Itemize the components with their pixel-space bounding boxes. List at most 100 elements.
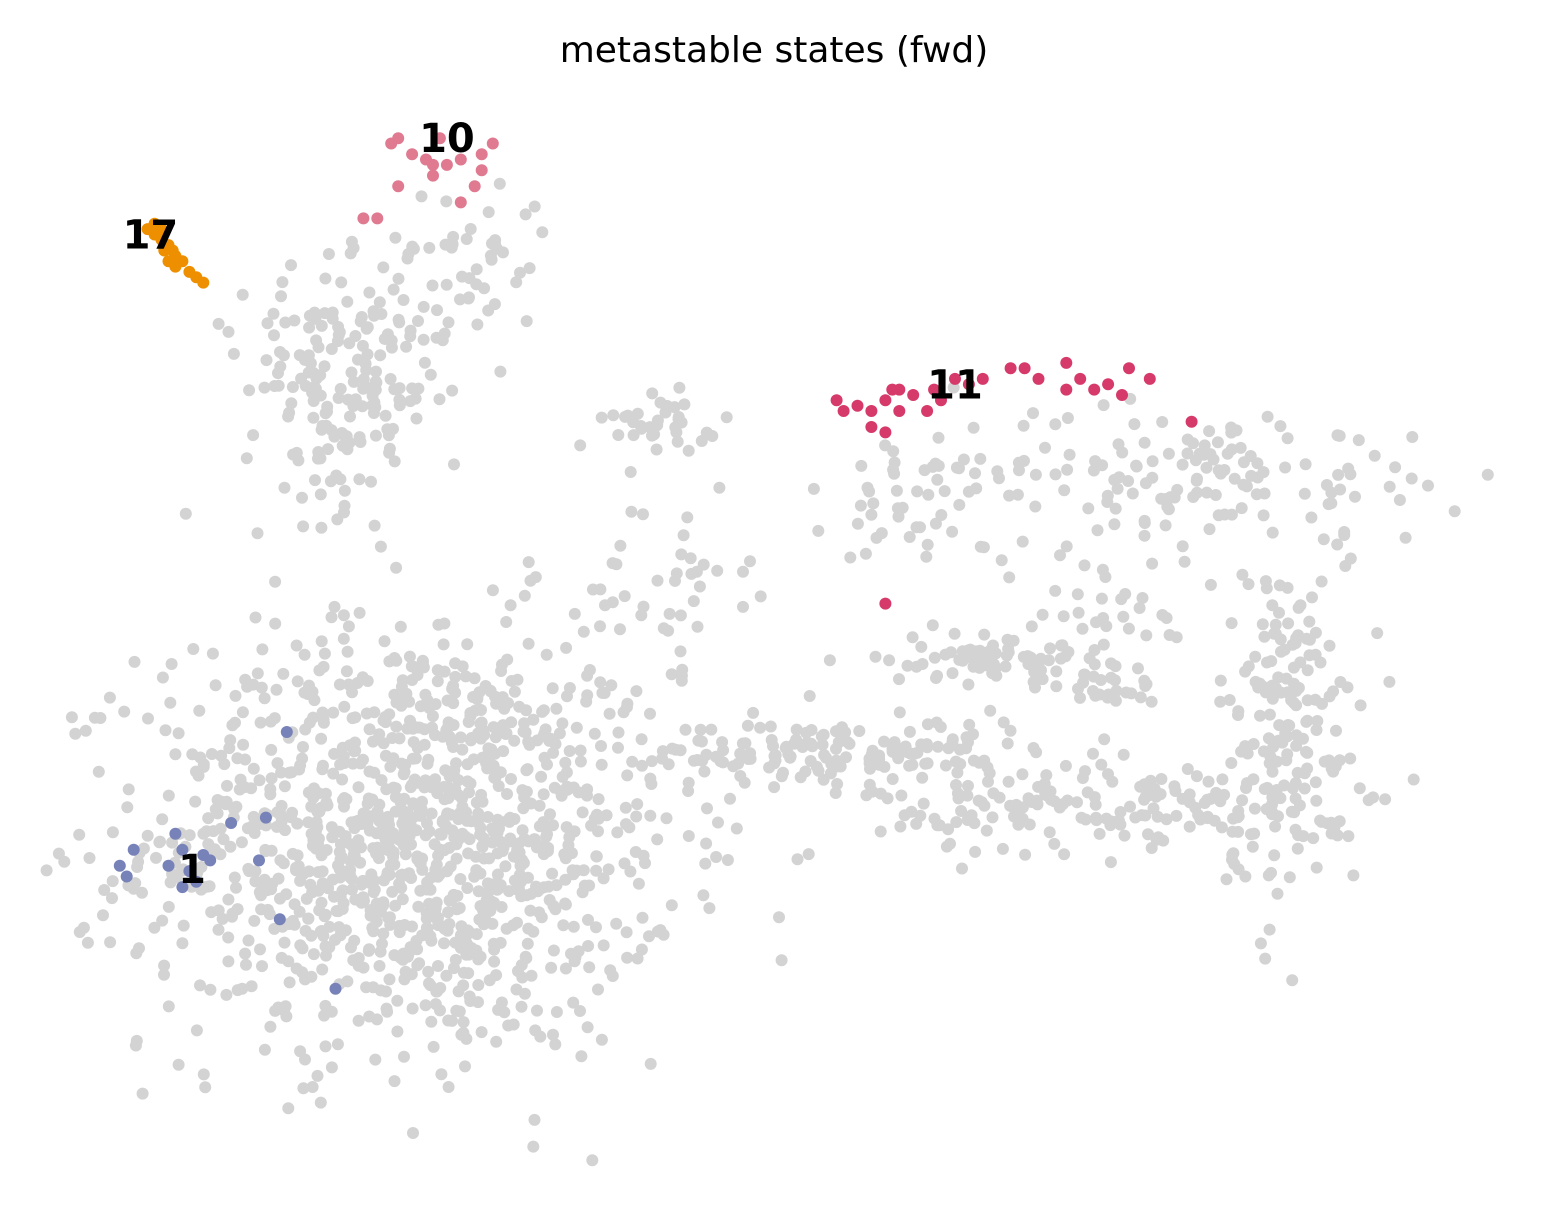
background-point <box>687 595 700 608</box>
background-point <box>270 820 283 833</box>
background-point <box>603 707 616 720</box>
background-point <box>928 651 941 664</box>
background-point <box>411 850 424 863</box>
background-point <box>1259 575 1272 588</box>
state-1-point <box>197 849 210 861</box>
background-point <box>1281 432 1294 445</box>
background-point <box>271 757 284 770</box>
background-point <box>1310 861 1323 874</box>
background-point <box>818 749 831 761</box>
background-point <box>969 467 981 480</box>
background-point <box>315 319 328 332</box>
background-point <box>470 796 483 809</box>
background-point <box>341 295 354 308</box>
background-point <box>1093 827 1106 840</box>
background-point <box>360 707 373 720</box>
background-point <box>529 571 542 584</box>
background-point <box>1119 588 1132 600</box>
background-point <box>520 315 533 328</box>
background-point <box>962 736 974 749</box>
background-point <box>775 954 788 967</box>
background-point <box>336 773 349 786</box>
background-point <box>212 923 225 936</box>
background-point <box>1030 746 1043 759</box>
state-1-point <box>176 881 189 894</box>
background-point <box>687 754 700 767</box>
background-point <box>228 803 241 816</box>
background-point <box>661 400 674 412</box>
state-1-point <box>190 875 203 888</box>
background-point <box>340 665 353 678</box>
background-point <box>1057 610 1070 623</box>
background-point <box>556 770 569 783</box>
background-point <box>406 240 419 253</box>
background-point <box>1087 747 1099 760</box>
background-point <box>1049 468 1062 481</box>
background-point <box>741 719 754 732</box>
state-1-point <box>120 870 133 883</box>
background-point <box>805 737 818 750</box>
background-point <box>318 1009 331 1022</box>
background-point <box>463 291 475 304</box>
background-point <box>327 706 340 719</box>
background-point <box>370 376 383 389</box>
background-point <box>236 982 249 995</box>
background-point <box>518 987 531 1000</box>
background-point <box>73 926 86 938</box>
background-point <box>1334 483 1347 496</box>
background-point <box>1004 724 1017 737</box>
background-point <box>605 679 618 692</box>
background-point <box>489 731 502 744</box>
background-point <box>223 742 236 755</box>
background-point <box>1311 715 1324 727</box>
background-point <box>449 782 462 795</box>
background-point <box>1029 500 1042 513</box>
background-point <box>137 842 150 855</box>
background-point <box>162 1000 175 1013</box>
state-10-point <box>392 132 405 145</box>
background-point <box>165 658 178 670</box>
background-point <box>481 811 494 823</box>
background-point <box>549 738 562 750</box>
background-point <box>199 1081 212 1094</box>
background-point <box>412 900 425 913</box>
background-point <box>617 706 630 719</box>
state-11-point <box>1074 372 1087 385</box>
background-point <box>537 816 550 829</box>
background-point <box>1209 489 1222 501</box>
background-point <box>221 779 233 792</box>
background-point <box>703 902 716 915</box>
background-point <box>568 607 581 620</box>
background-point <box>1242 660 1255 673</box>
background-point <box>419 774 432 787</box>
state-points <box>113 132 1198 995</box>
background-point <box>405 968 418 981</box>
background-point <box>929 517 942 530</box>
background-point <box>1039 441 1051 454</box>
background-point <box>265 743 278 756</box>
background-point <box>519 726 532 739</box>
background-point <box>920 550 933 563</box>
background-point <box>415 803 428 816</box>
background-point <box>1285 694 1298 706</box>
state-10-point <box>427 169 439 182</box>
background-point <box>159 724 172 737</box>
background-point <box>260 354 273 367</box>
background-point <box>472 979 485 991</box>
background-point <box>893 706 906 719</box>
background-point <box>455 829 467 842</box>
background-point <box>522 637 535 650</box>
background-point <box>1290 729 1303 742</box>
background-point <box>325 1061 338 1074</box>
background-point <box>1383 480 1396 493</box>
background-point <box>398 1050 410 1063</box>
background-point <box>218 758 231 771</box>
background-point <box>969 845 982 858</box>
background-point <box>1007 634 1020 647</box>
background-point <box>462 716 475 728</box>
background-point <box>1235 502 1248 515</box>
background-point <box>474 867 487 880</box>
background-point <box>377 927 390 940</box>
background-point <box>585 819 598 832</box>
background-point <box>682 785 695 797</box>
